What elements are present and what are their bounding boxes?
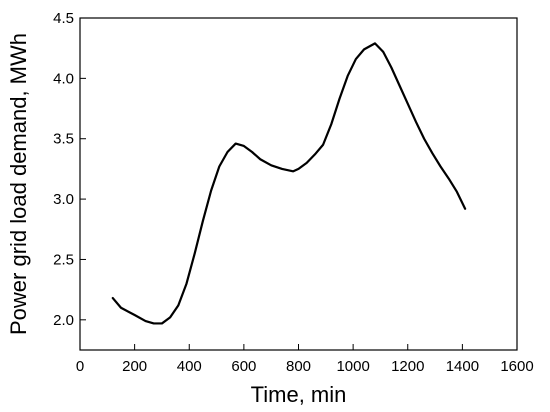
y-tick-label: 2.0 bbox=[53, 312, 74, 329]
x-tick-label: 800 bbox=[286, 358, 311, 375]
series-line bbox=[111, 42, 467, 325]
x-axis-title: Time, min bbox=[251, 382, 347, 407]
y-tick-label: 3.0 bbox=[53, 191, 74, 208]
y-tick-label: 4.5 bbox=[53, 10, 74, 27]
x-tick-label: 600 bbox=[231, 358, 256, 375]
x-axis-ticks: 0 200 400 600 800 1000 1200 1400 1600 bbox=[76, 344, 534, 375]
y-tick-label: 3.5 bbox=[53, 131, 74, 148]
y-axis-title: Power grid load demand, MWh bbox=[6, 33, 31, 335]
x-tick-label: 0 bbox=[76, 358, 84, 375]
x-tick-label: 1200 bbox=[391, 358, 424, 375]
x-tick-label: 1400 bbox=[446, 358, 479, 375]
y-tick-label: 2.5 bbox=[53, 251, 74, 268]
x-tick-label: 200 bbox=[122, 358, 147, 375]
x-tick-label: 1000 bbox=[336, 358, 369, 375]
x-tick-label: 1600 bbox=[500, 358, 533, 375]
y-tick-label: 4.0 bbox=[53, 70, 74, 87]
y-axis-ticks: 2.0 2.5 3.0 3.5 4.0 4.5 bbox=[53, 10, 86, 329]
x-tick-label: 400 bbox=[177, 358, 202, 375]
